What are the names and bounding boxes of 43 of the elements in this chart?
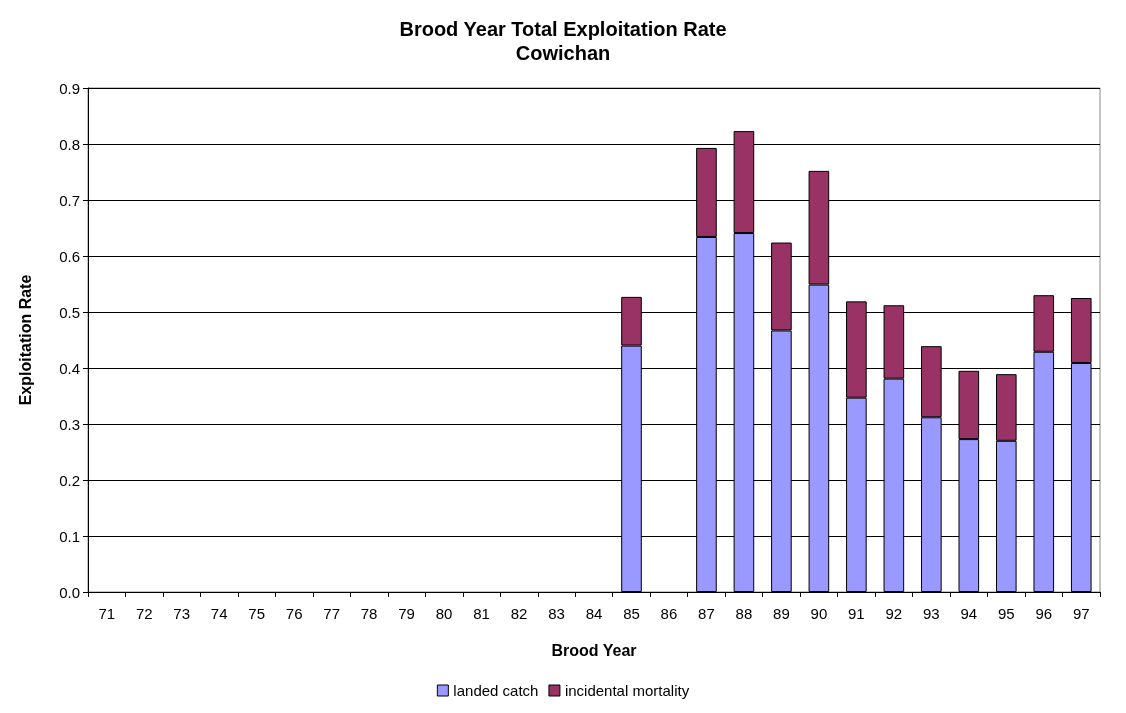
y-axis-title: Exploitation Rate (16, 274, 34, 406)
x-axis-title: Brood Year (551, 641, 637, 659)
chart-title: Brood Year Total Exploitation Rate (399, 18, 727, 40)
x-tick-label: 97 (1072, 605, 1090, 622)
y-tick-label: 0.4 (59, 359, 80, 377)
x-tick-label: 72 (135, 605, 153, 622)
x-tick-label: 87 (698, 605, 715, 622)
x-tick-label: 71 (98, 605, 116, 622)
x-tick-label: 92 (885, 605, 903, 622)
x-tick-label: 77 (323, 605, 340, 622)
x-tick-label: 75 (248, 605, 266, 622)
x-tick-label: 80 (435, 605, 453, 622)
x-tick-label: 89 (773, 605, 790, 622)
y-tick-label: 0.1 (59, 527, 80, 545)
x-tick-label: 76 (285, 605, 303, 622)
x-tick-label: 96 (1035, 605, 1053, 622)
chart-subtitle: Cowichan (515, 42, 611, 64)
x-tick-label: 95 (997, 605, 1015, 622)
y-tick-label: 0.8 (59, 135, 80, 153)
x-tick-label: 73 (173, 605, 191, 622)
y-tick-label: 0.2 (59, 471, 80, 489)
x-tick-label: 91 (848, 605, 865, 622)
y-tick-label: 0.6 (59, 247, 80, 265)
y-tick-label: 0.3 (59, 415, 80, 433)
x-tick-label: 78 (360, 605, 378, 622)
legend-label: incidental mortality (564, 682, 690, 699)
x-tick-label: 86 (660, 605, 678, 622)
x-tick-label: 74 (210, 605, 228, 622)
x-tick-label: 85 (623, 605, 640, 622)
x-tick-label: 82 (510, 605, 528, 622)
y-tick-label: 0.5 (59, 303, 80, 321)
x-tick-label: 94 (960, 605, 978, 622)
x-tick-label: 88 (735, 605, 753, 622)
y-tick-label: 0.0 (59, 583, 80, 601)
x-tick-label: 84 (585, 605, 603, 622)
x-tick-label: 90 (810, 605, 828, 622)
x-tick-label: 83 (548, 605, 565, 622)
y-tick-label: 0.9 (59, 79, 80, 97)
x-tick-label: 79 (398, 605, 415, 622)
legend-label: landed catch (453, 682, 539, 699)
y-tick-label: 0.7 (59, 191, 80, 209)
x-tick-label: 93 (922, 605, 940, 622)
x-tick-label: 81 (473, 605, 490, 622)
